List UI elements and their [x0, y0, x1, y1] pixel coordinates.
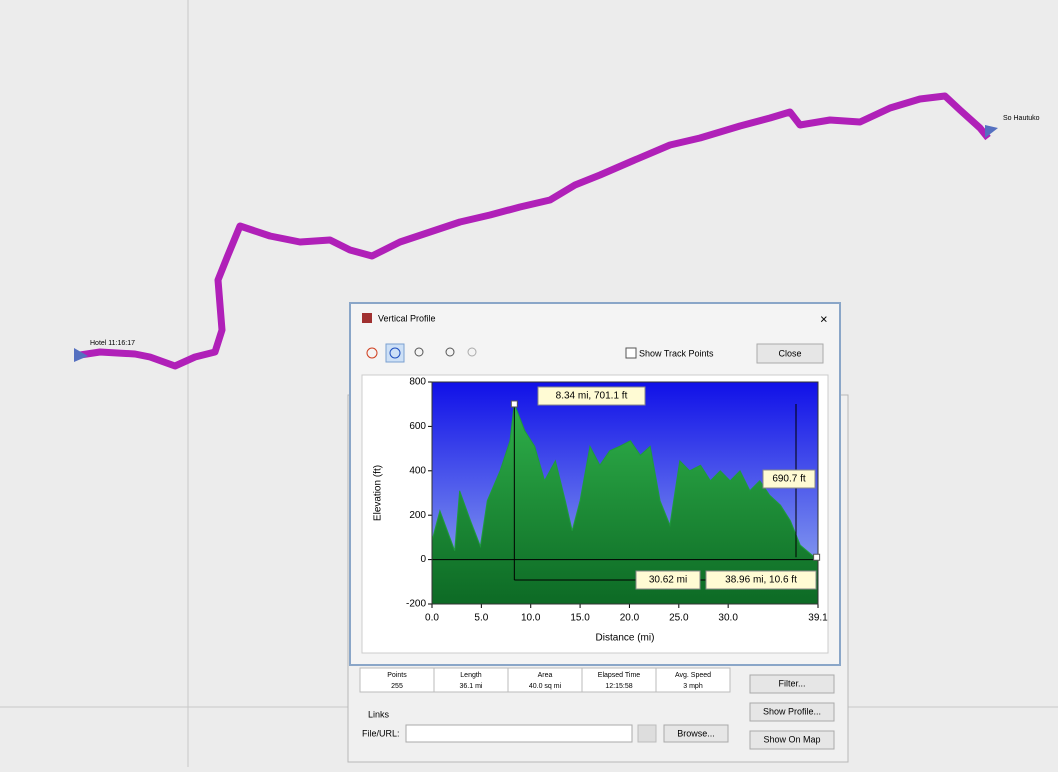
chart: -200 0 200 400 600 800 0.0 5.0 10.0 15.0 20.0 25.0 3… — [373, 377, 829, 644]
y-tick-label: 0 — [420, 554, 426, 565]
x-tick-label: 25.0 — [669, 613, 689, 624]
button[interactable] — [749, 674, 835, 694]
table-header: Length — [460, 672, 482, 679]
button-label[interactable]: Browse... — [677, 728, 715, 738]
button-label[interactable]: Filter... — [778, 678, 805, 688]
table-cell — [655, 667, 731, 693]
table-header: Area — [538, 672, 553, 679]
url-input[interactable] — [405, 724, 633, 743]
x-tick-label: 39.1 — [808, 613, 828, 624]
x-axis-label: Distance (mi) — [596, 633, 655, 644]
annotation-box — [762, 469, 816, 489]
tool-icon[interactable] — [414, 347, 424, 357]
table-header: Elapsed Time — [598, 672, 641, 679]
button[interactable] — [749, 730, 835, 750]
y-tick-label: 600 — [409, 421, 426, 432]
elevation-area — [432, 403, 818, 604]
y-tick-label: 200 — [409, 510, 426, 521]
annotation-box — [635, 570, 701, 590]
button-label[interactable]: Close — [778, 348, 801, 358]
close-x[interactable]: × — [820, 311, 828, 326]
group-label: Links — [368, 709, 390, 719]
button[interactable] — [756, 343, 824, 364]
annotation: 8.34 mi, 701.1 ft — [556, 391, 628, 402]
stats-table: Points 255 Length 36.1 mi Area 40.0 sq mi Elap… — [359, 667, 731, 693]
button-label[interactable]: Show On Map — [763, 734, 820, 744]
flag-icon — [74, 348, 88, 362]
table-value: 40.0 sq mi — [529, 683, 562, 690]
button[interactable] — [749, 702, 835, 722]
x-tick-label: 10.0 — [521, 613, 541, 624]
track[interactable] — [79, 92, 991, 370]
tool-icon[interactable] — [389, 347, 401, 359]
elevation-line — [431, 403, 819, 558]
checkbox-label[interactable]: Show Track Points — [639, 348, 714, 358]
plot-border — [431, 381, 819, 605]
table-value: 36.1 mi — [460, 683, 483, 690]
x-tick-label: 0.0 — [425, 613, 439, 624]
dialog-title: Vertical Profile — [378, 313, 436, 323]
annotation: 690.7 ft — [772, 474, 806, 485]
waypoint-label[interactable]: So Hautuko — [1003, 115, 1040, 122]
button[interactable] — [637, 724, 657, 743]
checkbox[interactable] — [625, 347, 637, 359]
waypoint-label[interactable]: Hotel 11:16:17 — [90, 340, 135, 347]
table-cell — [507, 667, 583, 693]
annotation-box — [705, 570, 817, 590]
tool-icon[interactable] — [385, 343, 405, 363]
table-value: 12:15:58 — [605, 683, 632, 690]
dialog-icon — [362, 313, 372, 323]
x-tick-label: 20.0 — [620, 613, 640, 624]
button[interactable] — [663, 724, 729, 743]
table-value: 255 — [391, 683, 403, 690]
cursor-marker — [510, 400, 518, 408]
tool-icon[interactable] — [467, 347, 477, 357]
annotation: 38.96 mi, 10.6 ft — [725, 575, 797, 586]
cursor-marker — [813, 553, 821, 561]
annotation: 30.62 mi — [649, 575, 687, 586]
tool-icon[interactable] — [366, 347, 378, 359]
table-value: 3 mph — [683, 683, 703, 690]
y-tick-label: 800 — [409, 377, 426, 388]
x-tick-label: 15.0 — [570, 613, 590, 624]
button-label[interactable]: Show Profile... — [763, 706, 821, 716]
table-header: Avg. Speed — [675, 672, 711, 679]
x-tick-label: 5.0 — [474, 613, 488, 624]
annotation-box — [537, 386, 646, 406]
tool-icon[interactable] — [445, 347, 455, 357]
y-tick-label: -200 — [406, 599, 426, 610]
table-cell — [433, 667, 509, 693]
y-tick-label: 400 — [409, 465, 426, 476]
table-header: Points — [387, 672, 407, 679]
flag-icon — [985, 125, 998, 138]
x-tick-label: 30.0 — [718, 613, 738, 624]
y-axis-label: Elevation (ft) — [373, 465, 384, 521]
field-label: File/URL: — [362, 728, 400, 738]
